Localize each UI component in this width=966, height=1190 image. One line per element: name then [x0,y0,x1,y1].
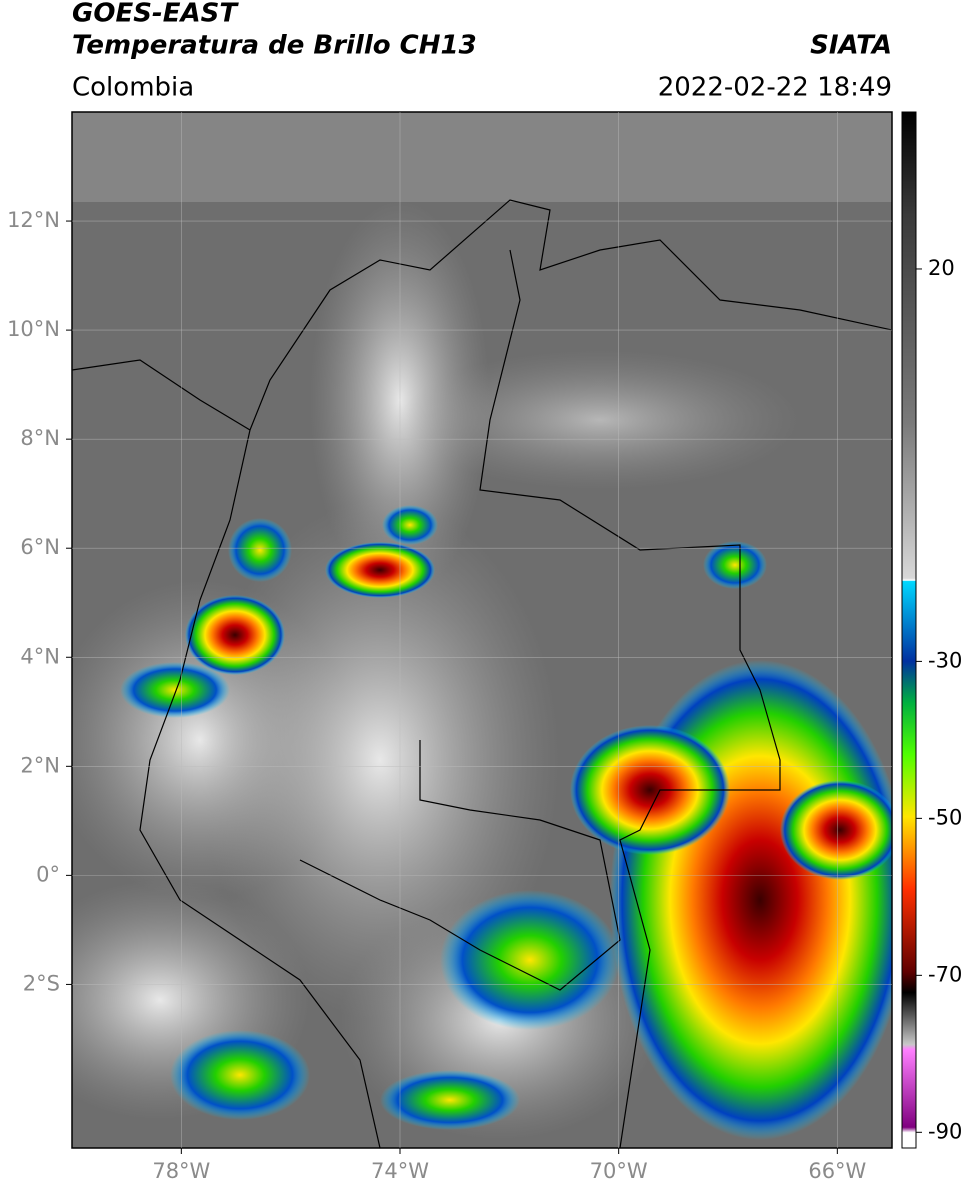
subtitle: Temperatura de Brillo CH13 [72,31,477,61]
x-tick-label: 78°W [152,1159,210,1183]
colorbar-tick-label: -30 [928,648,962,672]
x-tick-label: 66°W [808,1159,866,1183]
title: GOES-EAST [72,0,239,29]
y-tick-label: 0° [36,862,60,886]
y-tick-label: 2°N [20,753,60,777]
source: SIATA [810,31,892,61]
colorbar [901,111,917,1149]
colorbar-tick-label: -90 [928,1119,962,1143]
x-tick-label: 70°W [590,1159,648,1183]
x-tick-label: 74°W [371,1159,429,1183]
y-tick-label: 10°N [7,317,60,341]
imagery [72,112,892,1148]
map-frame [71,111,893,1149]
y-tick-label: 12°N [7,208,60,232]
y-tick-label: 8°N [20,426,60,450]
colorbar-tick-label: -50 [928,805,962,829]
y-tick-label: 2°S [23,971,60,995]
colorbar-tick-label: 20 [928,256,955,280]
y-tick-label: 4°N [20,644,60,668]
colorbar-tick-label: -70 [928,962,962,986]
datetime: 2022-02-22 18:49 [658,73,892,103]
y-tick-label: 6°N [20,535,60,559]
region: Colombia [72,73,194,103]
